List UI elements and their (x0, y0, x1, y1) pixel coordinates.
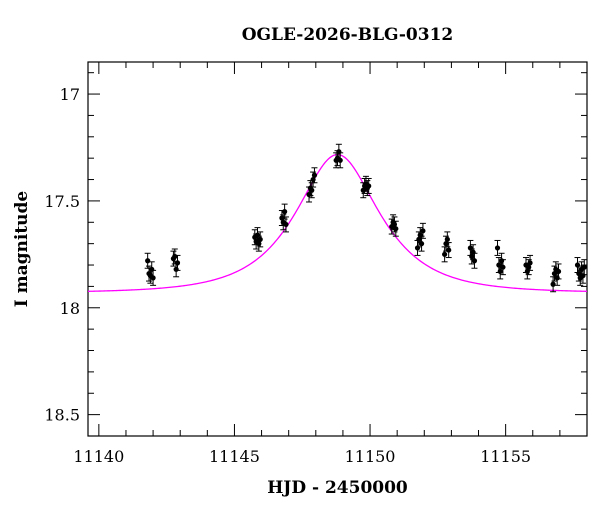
y-axis: 17 17.5 18 18.5 (44, 72, 587, 437)
data-point (392, 220, 399, 237)
y-tick-label: 18 (60, 299, 80, 318)
data-marker (283, 221, 289, 228)
model-curve (87, 153, 588, 292)
data-point (337, 152, 344, 169)
x-tick-label: 11155 (480, 447, 531, 466)
data-point (497, 263, 504, 280)
data-marker (581, 264, 587, 270)
data-marker (494, 245, 501, 251)
data-marker (282, 209, 288, 215)
data-point (365, 177, 372, 194)
data-marker (442, 251, 448, 257)
data-marker (366, 183, 372, 189)
plot-border (87, 61, 588, 437)
data-marker (555, 268, 562, 275)
chart-title: OGLE-2026-BLG-0312 (242, 25, 454, 45)
data-point (419, 222, 426, 239)
data-marker (418, 241, 425, 247)
data-point (174, 254, 181, 271)
data-marker (311, 172, 318, 178)
data-marker (150, 275, 156, 281)
data-marker (172, 253, 178, 260)
data-points-layer (144, 143, 588, 293)
data-marker (393, 226, 399, 232)
y-tick-label: 17.5 (44, 192, 80, 211)
data-marker (444, 236, 450, 242)
x-tick-label: 11140 (73, 447, 124, 466)
x-tick-label: 11145 (209, 447, 260, 466)
y-tick-label: 18.5 (44, 406, 80, 425)
plot-frame (87, 61, 588, 437)
data-point (494, 239, 501, 256)
x-axis-label: HJD - 2450000 (267, 478, 408, 498)
data-marker (257, 236, 263, 242)
data-point (282, 216, 289, 233)
data-point (499, 259, 506, 276)
data-marker (145, 258, 151, 264)
data-point (444, 231, 451, 248)
model-curve-layer (87, 153, 588, 292)
data-marker (446, 247, 452, 253)
data-point (150, 269, 157, 286)
data-point (471, 252, 478, 269)
y-axis-label: I magnitude (12, 191, 32, 308)
data-marker (309, 187, 315, 193)
data-point (527, 254, 534, 271)
data-marker (471, 258, 478, 264)
data-marker (420, 228, 426, 234)
data-marker (527, 260, 533, 266)
data-point (555, 263, 562, 280)
data-marker (337, 157, 343, 163)
y-tick-label: 17 (60, 85, 80, 104)
data-point (257, 231, 264, 248)
data-point (445, 242, 452, 259)
data-marker (174, 260, 181, 266)
x-axis: 11140 11145 11150 11155 (73, 62, 588, 466)
data-marker (497, 268, 503, 275)
data-marker (500, 264, 506, 270)
data-marker (550, 281, 556, 287)
x-tick-label: 11150 (345, 447, 396, 466)
data-point (311, 167, 318, 184)
data-point (581, 259, 588, 276)
